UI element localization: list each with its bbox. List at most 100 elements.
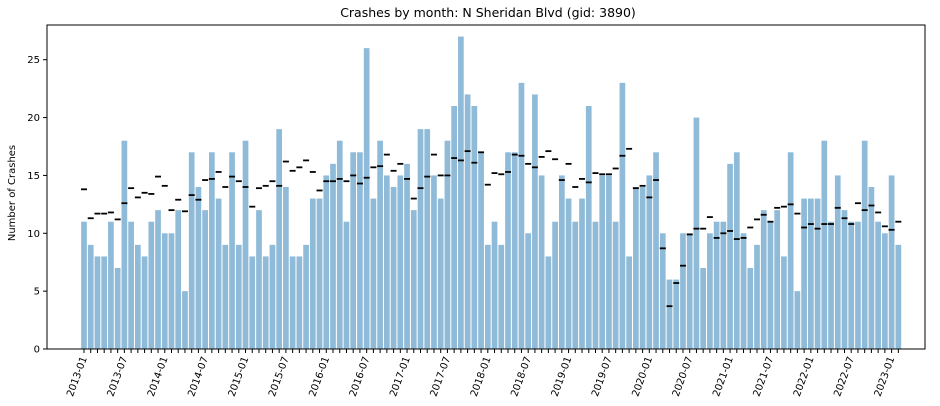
bar-2017-12 xyxy=(478,152,484,349)
bar-2018-06 xyxy=(518,82,525,350)
bar-2013-06 xyxy=(114,268,121,349)
chart-title: Crashes by month: N Sheridan Blvd (gid: … xyxy=(340,5,636,20)
bar-2014-02 xyxy=(168,233,175,349)
bar-2019-10 xyxy=(626,256,632,349)
x-tick-label-2016-01: 2016-01 xyxy=(307,355,332,398)
y-tick-label-25: 25 xyxy=(27,55,40,66)
bar-2013-03 xyxy=(94,256,101,349)
x-tick-label-2018-01: 2018-01 xyxy=(469,355,494,398)
bar-2015-07 xyxy=(283,187,289,349)
bar-2013-10 xyxy=(141,256,148,349)
bar-2019-04 xyxy=(585,106,592,349)
bar-2017-04 xyxy=(424,129,431,349)
bar-2022-10 xyxy=(868,187,875,349)
x-tick-label-2017-01: 2017-01 xyxy=(388,355,413,398)
bar-2016-02 xyxy=(330,163,336,349)
bar-2016-07 xyxy=(363,48,370,349)
bar-2021-01 xyxy=(727,163,733,349)
bar-2018-09 xyxy=(538,175,545,349)
bar-2021-08 xyxy=(774,210,781,349)
bar-2014-08 xyxy=(209,152,215,349)
x-tick-label-2017-07: 2017-07 xyxy=(429,355,454,398)
bar-2020-07 xyxy=(686,233,693,349)
bar-2023-02 xyxy=(895,244,902,349)
bar-2020-08 xyxy=(693,117,700,349)
bar-2017-05 xyxy=(431,175,437,349)
bar-2013-09 xyxy=(134,244,141,349)
bar-2022-09 xyxy=(861,140,868,349)
bar-2019-03 xyxy=(579,198,585,349)
bar-2017-06 xyxy=(437,198,444,349)
bar-2015-10 xyxy=(303,244,309,349)
bar-2013-01 xyxy=(81,221,87,349)
bar-2020-12 xyxy=(720,221,727,349)
bar-2020-06 xyxy=(680,233,686,349)
bar-2021-07 xyxy=(767,221,774,349)
bar-2016-09 xyxy=(377,140,383,349)
bar-2022-03 xyxy=(821,140,828,349)
bar-2018-02 xyxy=(491,221,498,349)
bar-2022-02 xyxy=(814,198,821,349)
bar-2020-09 xyxy=(700,268,707,349)
x-tick-label-2019-07: 2019-07 xyxy=(590,355,615,398)
bar-2022-04 xyxy=(828,221,834,349)
bar-2014-04 xyxy=(182,291,188,349)
bar-2015-06 xyxy=(276,129,283,349)
bar-2018-01 xyxy=(484,244,491,349)
x-tick-label-2021-07: 2021-07 xyxy=(752,355,777,398)
bar-2015-08 xyxy=(289,256,296,349)
x-tick-label-2013-07: 2013-07 xyxy=(106,355,131,398)
bar-2016-10 xyxy=(384,175,390,349)
bar-2019-02 xyxy=(572,221,579,349)
bar-2020-02 xyxy=(653,152,659,349)
bar-2015-04 xyxy=(262,256,269,349)
bar-2019-07 xyxy=(606,175,612,349)
bar-2015-05 xyxy=(269,244,276,349)
y-tick-label-0: 0 xyxy=(34,345,40,356)
bar-2015-12 xyxy=(316,198,323,349)
bar-2014-01 xyxy=(161,233,168,349)
bar-2016-01 xyxy=(323,175,330,349)
bar-2013-04 xyxy=(101,256,108,349)
bar-2017-08 xyxy=(451,106,457,349)
bar-2021-03 xyxy=(740,233,747,349)
x-tick-label-2016-07: 2016-07 xyxy=(348,355,373,398)
bar-2022-12 xyxy=(882,233,888,349)
x-axis: 2013-01 2013-07 2014-01 2014-07 2015-01 2015-… xyxy=(65,349,899,398)
bar-2021-12 xyxy=(801,198,807,349)
x-tick-label-2014-07: 2014-07 xyxy=(186,355,211,398)
bar-2020-04 xyxy=(666,279,673,349)
bar-2017-01 xyxy=(404,163,410,349)
bar-2018-04 xyxy=(505,152,511,349)
bar-2016-08 xyxy=(370,198,377,349)
bar-2021-09 xyxy=(781,256,787,349)
bar-2021-05 xyxy=(754,244,760,349)
bar-2021-04 xyxy=(747,268,754,349)
bar-2015-03 xyxy=(256,210,262,349)
bar-2021-10 xyxy=(787,152,794,349)
x-tick-label-2015-01: 2015-01 xyxy=(227,355,252,398)
bar-2023-01 xyxy=(888,175,895,349)
x-tick-label-2021-01: 2021-01 xyxy=(711,355,736,398)
bar-2016-06 xyxy=(357,152,363,349)
x-tick-label-2013-01: 2013-01 xyxy=(65,355,90,398)
bar-2013-08 xyxy=(128,221,134,349)
bar-2016-04 xyxy=(343,221,350,349)
x-tick-label-2019-01: 2019-01 xyxy=(550,355,575,398)
x-tick-label-2015-07: 2015-07 xyxy=(267,355,292,398)
bar-2017-11 xyxy=(471,106,478,349)
bar-2018-12 xyxy=(558,175,565,349)
bar-2013-12 xyxy=(155,210,161,349)
bar-2021-06 xyxy=(760,210,767,349)
plot-frame xyxy=(46,24,926,350)
bar-2017-09 xyxy=(458,36,464,349)
bar-2022-08 xyxy=(855,221,861,349)
bar-2014-05 xyxy=(188,152,195,349)
bar-2014-07 xyxy=(202,210,208,349)
bar-2022-01 xyxy=(807,198,814,349)
bar-2014-11 xyxy=(229,152,235,349)
bar-2015-09 xyxy=(296,256,303,349)
bar-2020-01 xyxy=(646,175,653,349)
bar-2013-07 xyxy=(121,140,128,349)
